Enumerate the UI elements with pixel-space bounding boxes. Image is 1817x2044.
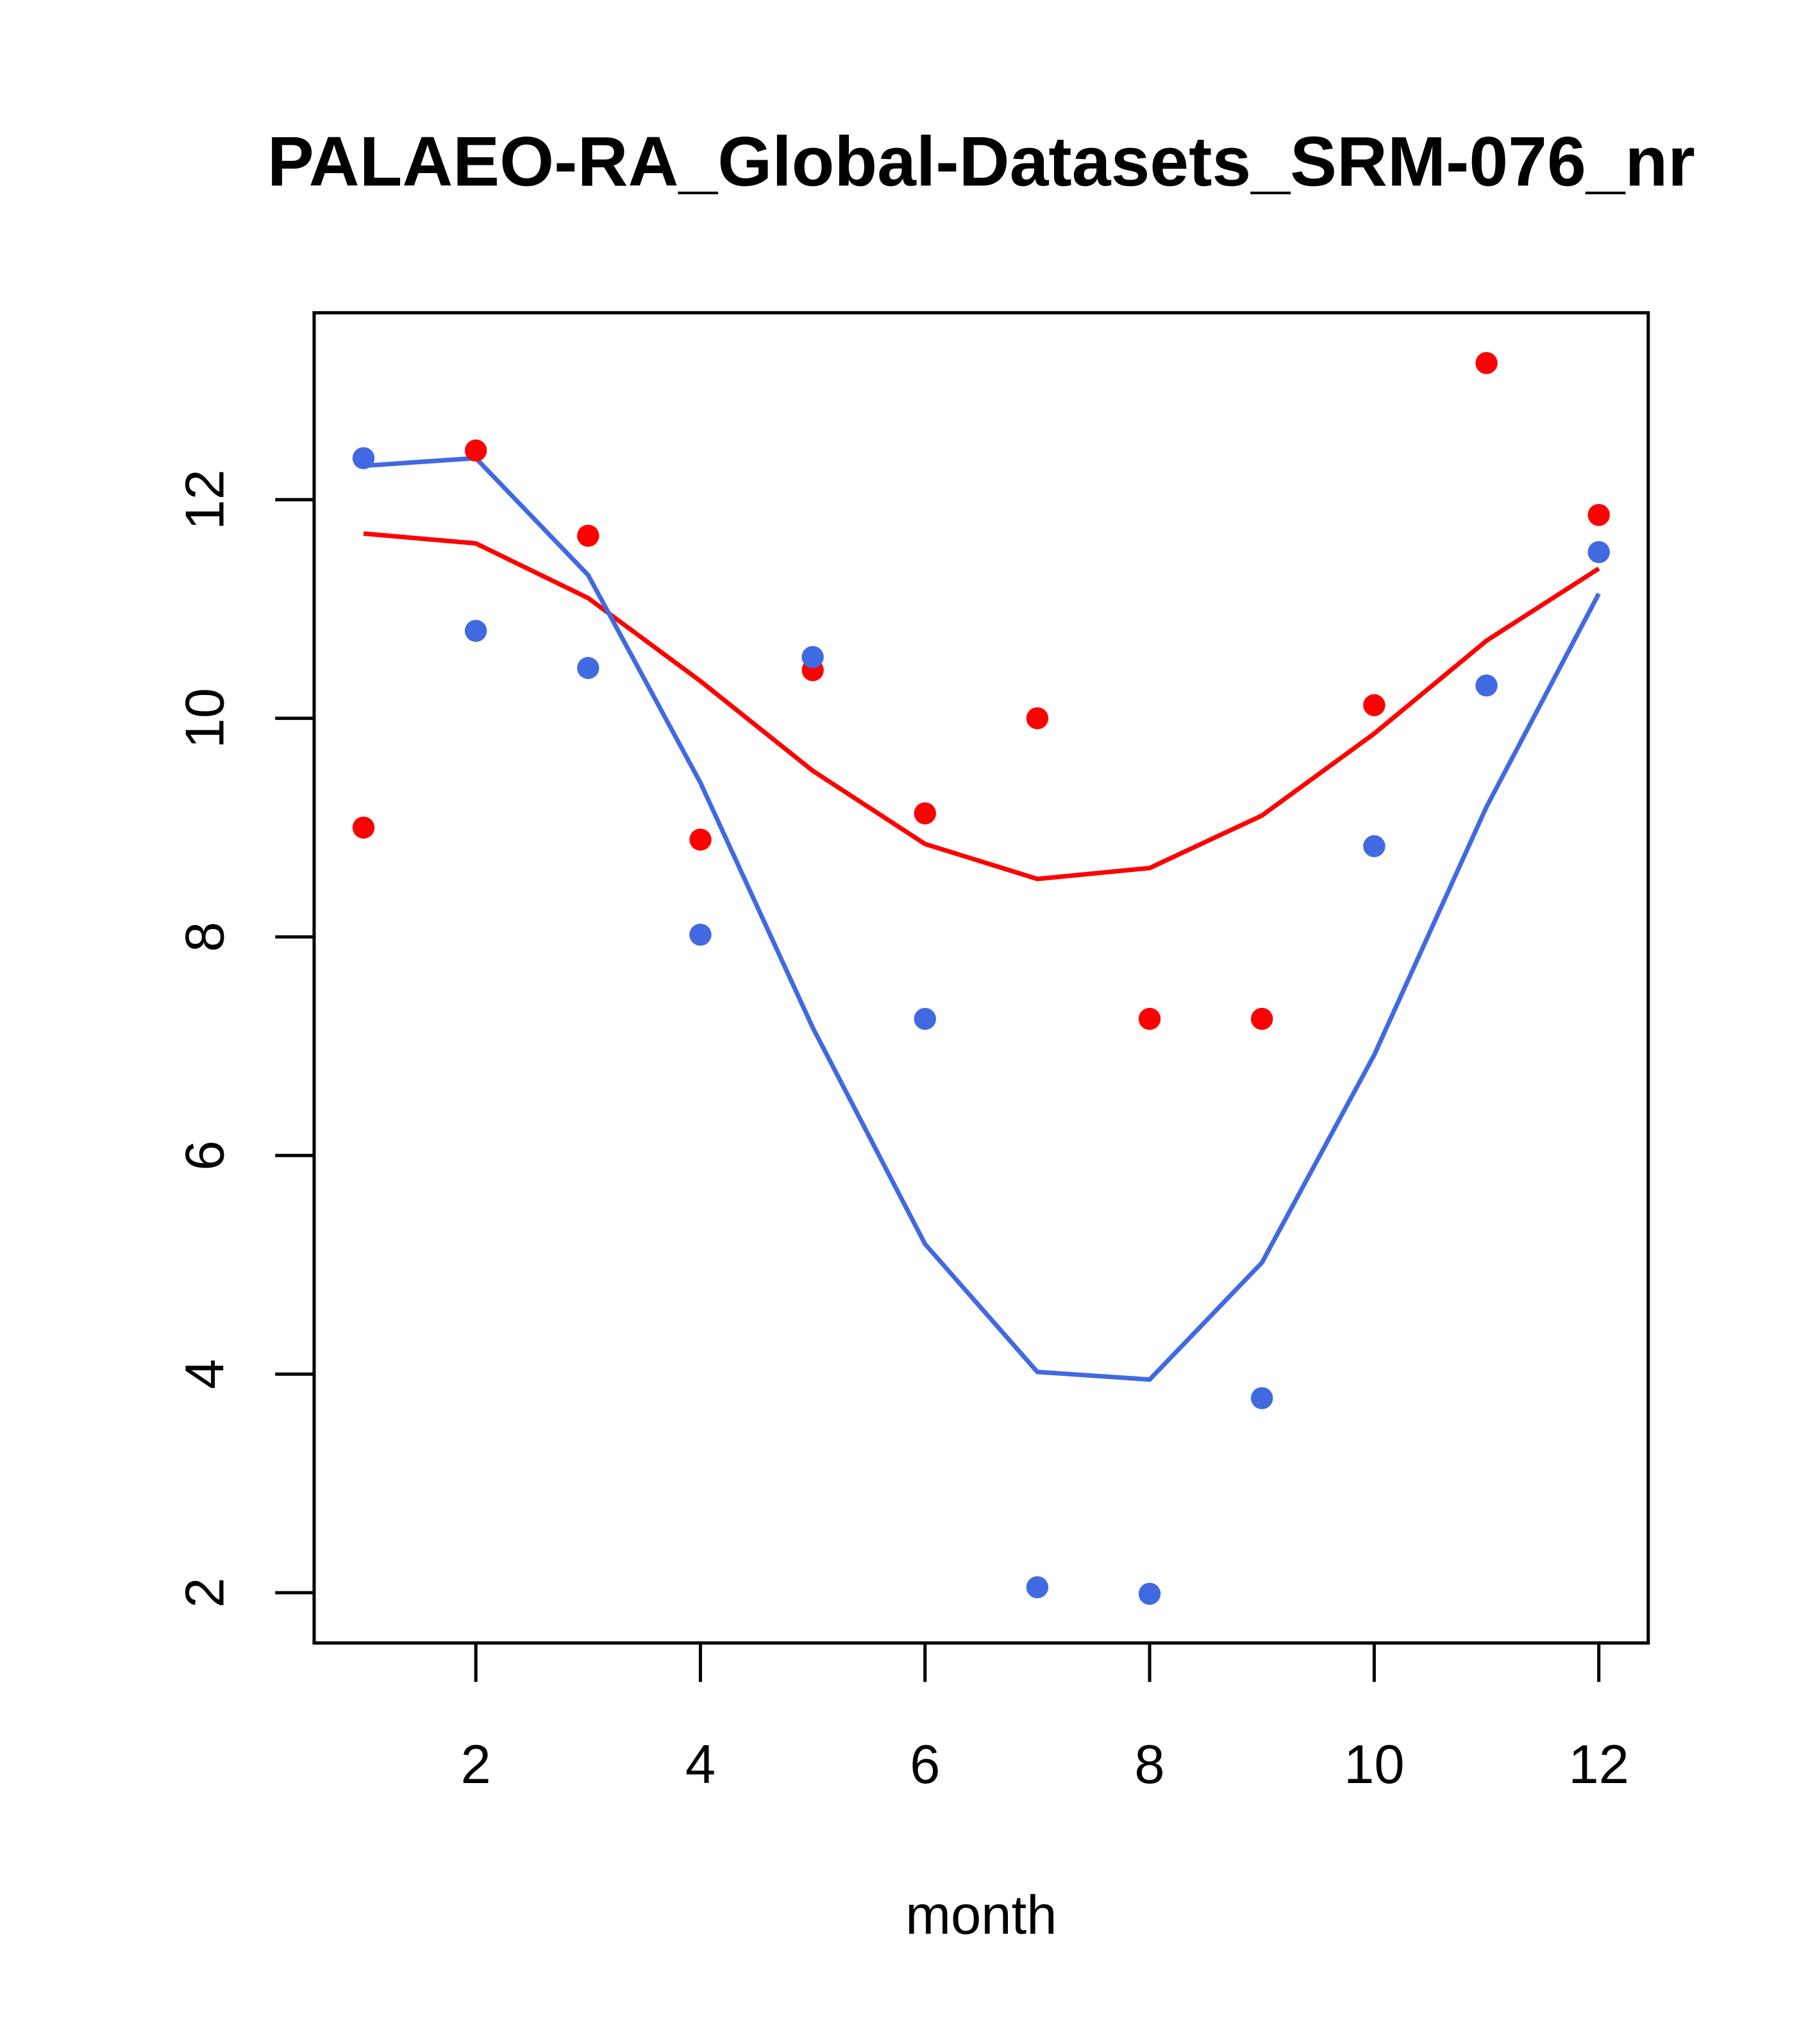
x-tick-label: 10 [1344,1734,1405,1795]
data-point [689,828,712,851]
data-point [1475,674,1498,697]
y-tick-label: 2 [174,1577,235,1607]
plot-frame [312,311,1650,1645]
series-points [352,352,1610,1605]
data-point [577,524,599,547]
y-tick-label: 8 [174,922,235,952]
data-point [464,439,487,462]
y-tick-label: 12 [174,469,235,530]
data-point [1251,1387,1273,1409]
series-line-3 [363,455,1601,1382]
x-axis: 2 4 6 8 10 12 [461,1643,1629,1795]
data-point [1138,1007,1161,1030]
data-point [1475,352,1498,374]
data-point [1587,540,1610,564]
data-point [1026,1576,1049,1598]
data-point [464,619,487,642]
y-tick-label: 10 [174,688,235,749]
data-point [352,447,375,469]
data-point [1363,694,1386,717]
y-tick-label: 4 [174,1359,235,1389]
data-point [801,646,824,669]
data-point [1138,1582,1161,1605]
x-axis-label: month [905,1885,1057,1946]
series-lines [363,455,1601,1382]
x-tick-label: 4 [685,1734,716,1795]
x-tick-label: 2 [461,1734,491,1795]
series-line-2 [363,531,1600,882]
y-axis: 2 4 6 8 10 12 [174,469,314,1608]
data-point [689,923,712,946]
data-point [1363,835,1386,857]
chart-title: PALAEO-RA_Global-Datasets_SRM-076_nr [267,122,1695,201]
y-tick-label: 6 [174,1141,235,1171]
data-point [1026,707,1049,730]
data-point [1587,503,1610,526]
data-point [352,816,375,839]
data-point [577,657,599,680]
data-point [914,802,936,825]
x-tick-label: 12 [1568,1734,1629,1795]
x-tick-label: 6 [910,1734,940,1795]
x-tick-label: 8 [1134,1734,1164,1795]
data-point [914,1007,936,1030]
data-point [1251,1007,1273,1030]
